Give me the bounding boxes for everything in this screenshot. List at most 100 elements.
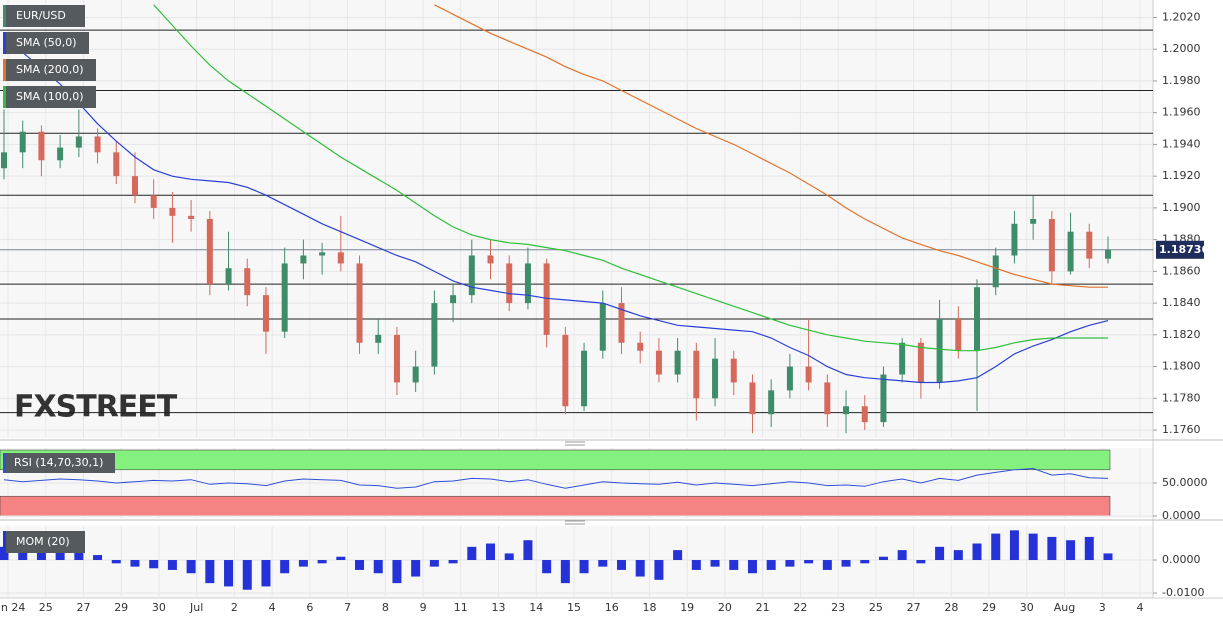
legend-item: EUR/USD <box>3 5 85 27</box>
x-tick-label: 4 <box>1137 601 1144 614</box>
candle-body <box>506 263 513 304</box>
legend-swatch <box>3 453 6 473</box>
x-tick-label: 25 <box>39 601 53 614</box>
mom-bar <box>336 556 346 561</box>
y-tick-label: 1.1800 <box>1162 360 1201 373</box>
mom-bar <box>1066 540 1076 561</box>
candle-body <box>843 406 850 415</box>
mom-bar <box>36 550 46 561</box>
mom-bar <box>766 560 776 570</box>
mom-bar <box>598 560 608 567</box>
candle-body <box>94 136 101 153</box>
candle-body <box>861 406 868 423</box>
mom-bar <box>149 560 159 569</box>
mom-bar <box>710 560 720 567</box>
mom-bar <box>429 560 439 567</box>
mom-bar <box>523 540 533 561</box>
legend-item: SMA (50,0) <box>3 32 89 54</box>
candle-body <box>1048 219 1055 272</box>
candle-body <box>19 131 26 153</box>
candle-body <box>1030 219 1037 224</box>
mom-bar <box>111 560 121 564</box>
sma-line <box>153 4 1108 352</box>
candle-body <box>712 358 719 399</box>
x-tick-label: 27 <box>907 601 921 614</box>
candle-body <box>955 318 962 351</box>
mom-bar <box>355 560 365 570</box>
candle-body <box>188 215 195 219</box>
legend-label: MOM (20) <box>16 535 70 548</box>
mom-bar <box>635 560 645 577</box>
mom-bar <box>242 560 252 590</box>
candle-body <box>356 263 363 343</box>
x-tick-label: 25 <box>869 601 883 614</box>
candle-body <box>337 252 344 264</box>
legend-swatch <box>3 32 6 54</box>
x-tick-label: 18 <box>642 601 656 614</box>
x-tick-label: 29 <box>114 601 128 614</box>
mom-bar <box>579 560 589 574</box>
overbought-band <box>0 449 1111 471</box>
candle-body <box>974 287 981 351</box>
candle-body <box>917 342 924 383</box>
mom-bar <box>205 560 215 584</box>
x-tick-label: 4 <box>269 601 276 614</box>
y-tick-label: 1.2000 <box>1162 42 1201 55</box>
mom-bar <box>860 560 870 564</box>
mom-bar <box>224 560 234 587</box>
mom-bar <box>691 560 701 570</box>
legend-label: SMA (200,0) <box>16 63 84 76</box>
candle-body <box>113 152 120 177</box>
candle-body <box>262 295 269 332</box>
x-tick-label: 28 <box>944 601 958 614</box>
mom-bar <box>654 560 664 580</box>
x-tick-label: 13 <box>492 601 506 614</box>
legend-box <box>3 86 96 108</box>
sma-line <box>434 4 1108 288</box>
x-tick-label: 15 <box>567 601 581 614</box>
x-tick-label: 29 <box>982 601 996 614</box>
candle-body <box>1011 223 1018 256</box>
candle-body <box>281 263 288 332</box>
x-tick-label: 7 <box>344 601 351 614</box>
candle-body <box>57 147 64 161</box>
y-tick-label: 1.1820 <box>1162 328 1201 341</box>
mom-bar <box>1047 536 1057 561</box>
price-panel <box>0 0 1153 438</box>
x-tick-label: 20 <box>718 601 732 614</box>
legend-label: SMA (100,0) <box>16 90 84 103</box>
candle-body <box>393 334 400 383</box>
mom-bar <box>747 560 757 574</box>
mom-bar <box>953 550 963 561</box>
candle-body <box>1105 249 1111 259</box>
y-tick-label: 1.1920 <box>1162 169 1201 182</box>
x-tick-label: 27 <box>76 601 90 614</box>
mom-bar <box>373 560 383 574</box>
mom-bar <box>1103 553 1113 561</box>
mom-bar <box>167 560 177 570</box>
mom-bar <box>841 560 851 567</box>
x-tick-label: 2 <box>231 601 238 614</box>
candle-body <box>562 334 569 407</box>
y-tick-label: 0.0000 <box>1162 509 1201 522</box>
mom-bar <box>74 550 84 561</box>
mom-bar <box>0 546 9 561</box>
candle-body <box>412 366 419 383</box>
candle-body <box>244 268 251 296</box>
legend-label: SMA (50,0) <box>16 36 77 49</box>
candle-body <box>1067 231 1074 272</box>
price-tag <box>1156 240 1204 259</box>
oversold-band <box>0 495 1111 517</box>
sma-line <box>3 36 1109 384</box>
mom-bar <box>1009 530 1019 561</box>
x-tick-label: 11 <box>454 601 468 614</box>
legend-label: EUR/USD <box>16 9 66 22</box>
candle-body <box>581 350 588 407</box>
candle-body <box>375 334 382 343</box>
candle-body <box>524 263 531 304</box>
mom-bar <box>261 560 271 587</box>
mom-bar <box>298 560 308 567</box>
mom-bar <box>467 546 477 561</box>
legend-item: SMA (200,0) <box>3 59 96 81</box>
mom-bar <box>186 560 196 574</box>
